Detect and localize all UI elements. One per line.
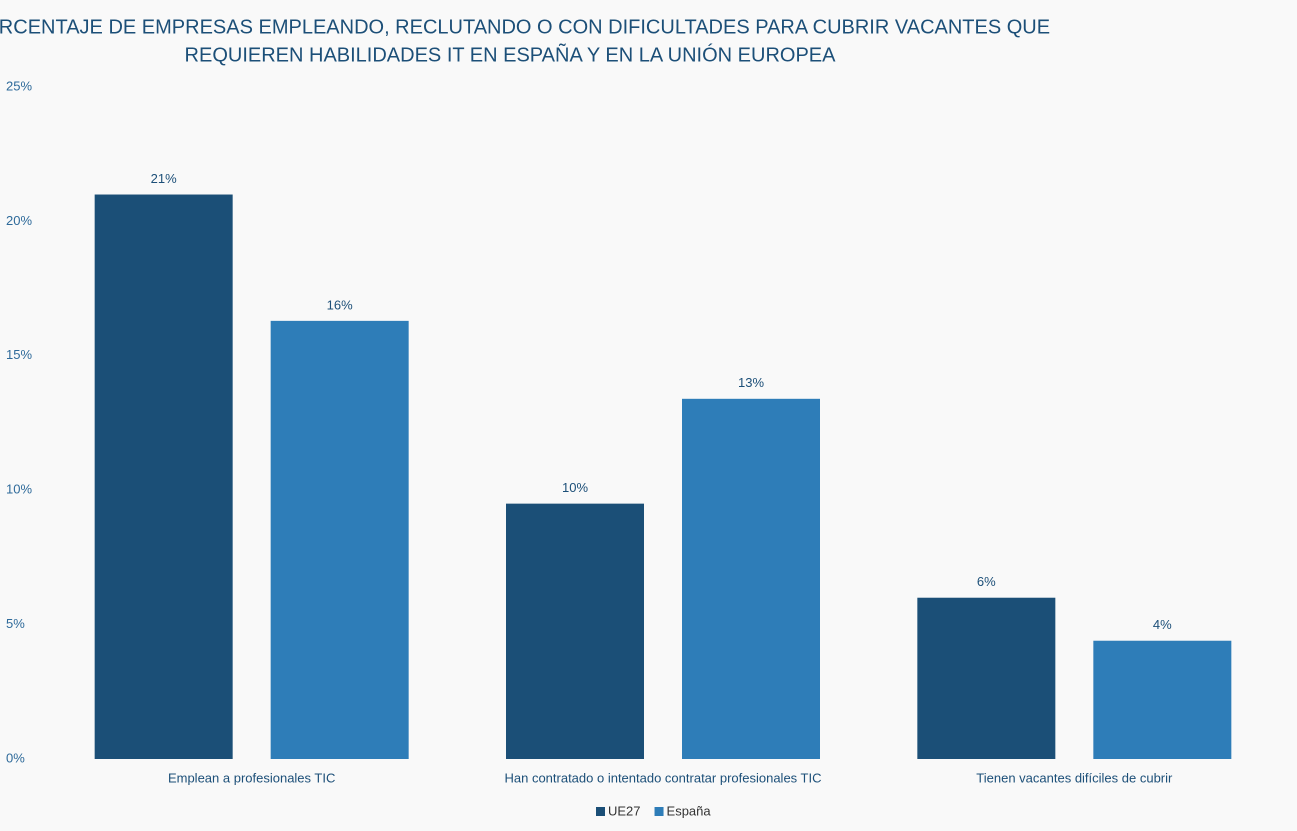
legend-swatch bbox=[654, 807, 664, 816]
x-tick-label: Emplean a profesionales TIC bbox=[168, 770, 335, 785]
y-tick-label: 5% bbox=[6, 616, 25, 631]
legend-label: UE27 bbox=[608, 803, 641, 818]
bar bbox=[270, 320, 409, 759]
y-tick-label: 25% bbox=[6, 78, 32, 93]
bar bbox=[506, 503, 644, 759]
legend-label: España bbox=[667, 803, 712, 818]
chart-title: PORCENTAJE DE EMPRESAS EMPLEANDO, RECLUT… bbox=[0, 16, 1050, 38]
y-tick-label: 0% bbox=[6, 750, 25, 765]
data-label: 10% bbox=[562, 480, 588, 495]
legend-swatch bbox=[596, 807, 605, 816]
data-label: 21% bbox=[151, 171, 177, 186]
y-tick-label: 10% bbox=[6, 482, 32, 497]
data-label: 13% bbox=[738, 375, 764, 390]
x-tick-label: Tienen vacantes difíciles de cubrir bbox=[976, 770, 1173, 785]
y-tick-label: 20% bbox=[6, 213, 32, 228]
data-label: 6% bbox=[977, 574, 996, 589]
chart-title: REQUIEREN HABILIDADES IT EN ESPAÑA Y EN … bbox=[185, 42, 837, 66]
bar bbox=[682, 398, 820, 759]
data-label: 16% bbox=[327, 297, 353, 312]
data-label: 4% bbox=[1153, 617, 1172, 632]
bar bbox=[1093, 640, 1232, 759]
x-tick-label: Han contratado o intentado contratar pro… bbox=[504, 770, 821, 785]
bar bbox=[94, 194, 233, 759]
y-tick-label: 15% bbox=[6, 347, 32, 362]
bar bbox=[917, 597, 1056, 759]
